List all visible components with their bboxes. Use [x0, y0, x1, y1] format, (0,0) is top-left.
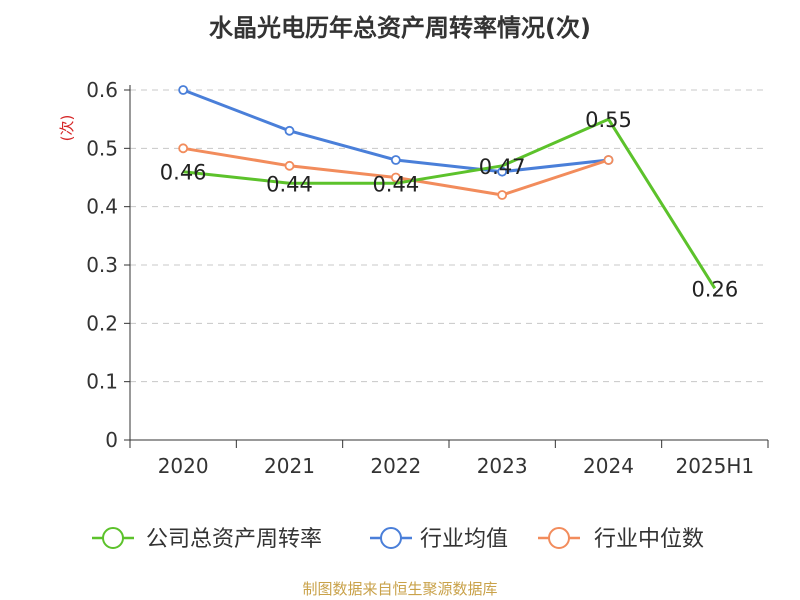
- x-tick-label-2023: 2023: [477, 454, 528, 478]
- y-axis-label: (次): [58, 115, 76, 142]
- legend-marker-2: [548, 527, 570, 549]
- y-tick-label-6: 0.6: [86, 78, 118, 102]
- point-s1-2022: [390, 155, 401, 165]
- y-tick-label-1: 0.1: [86, 370, 118, 394]
- legend-label-0: 公司总资产周转率: [146, 527, 322, 552]
- point-s1-2020: [178, 85, 189, 95]
- point-s2-2022: [390, 172, 401, 183]
- y-tick-label-5: 0.5: [86, 136, 118, 160]
- data-label-2023: 0.47: [479, 155, 526, 179]
- point-s2-2021: [284, 160, 295, 171]
- point-s1-2021: [284, 125, 295, 136]
- y-tick-label-3: 0.3: [86, 253, 118, 277]
- legend-marker-1: [380, 527, 402, 549]
- x-tick-label-2022: 2022: [370, 454, 421, 478]
- data-label-2020: 0.46: [160, 161, 207, 185]
- legend-marker-0: [102, 527, 124, 549]
- data-label-2021: 0.44: [266, 172, 313, 196]
- y-tick-label-4: 0.4: [86, 195, 118, 219]
- point-s2-2023: [497, 190, 508, 200]
- point-s1-2023: [497, 166, 508, 177]
- source-note: 制图数据来自恒生聚源数据库: [302, 580, 498, 598]
- x-tick-label-2025H1: 2025H1: [675, 454, 754, 478]
- data-label-2022: 0.44: [372, 172, 419, 196]
- series-line-0: [183, 117, 717, 290]
- legend-label-1: 行业均值: [420, 527, 508, 552]
- legend-label-2: 行业中位数: [594, 527, 704, 552]
- data-label-2025H1: 0.26: [691, 277, 738, 301]
- y-tick-label-2: 0.2: [86, 311, 118, 335]
- point-s2-2020: [178, 143, 189, 154]
- x-tick-label-2024: 2024: [583, 454, 634, 478]
- y-tick-label-0: 0: [105, 428, 118, 452]
- point-s2-2024: [603, 155, 614, 165]
- x-tick-label-2021: 2021: [264, 454, 315, 478]
- chart-title: 水晶光电历年总资产周转率情况(次): [209, 14, 591, 42]
- x-tick-label-2020: 2020: [158, 454, 209, 478]
- data-label-2024: 0.55: [585, 108, 632, 132]
